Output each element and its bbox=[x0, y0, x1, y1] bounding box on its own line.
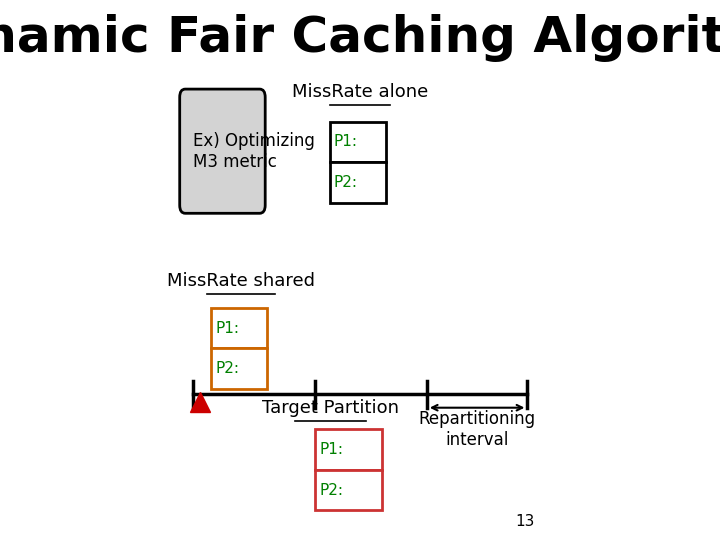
Text: Repartitioning
interval: Repartitioning interval bbox=[418, 410, 536, 449]
Text: MissRate shared: MissRate shared bbox=[167, 272, 315, 290]
Bar bbox=[330, 122, 386, 162]
Text: P2:: P2: bbox=[319, 483, 343, 497]
Bar bbox=[211, 348, 267, 389]
Text: P1:: P1: bbox=[319, 442, 343, 457]
Text: MissRate alone: MissRate alone bbox=[292, 83, 428, 101]
Text: Dynamic Fair Caching Algorithm: Dynamic Fair Caching Algorithm bbox=[0, 14, 720, 62]
Text: P2:: P2: bbox=[334, 175, 358, 190]
Bar bbox=[211, 308, 267, 348]
FancyBboxPatch shape bbox=[180, 89, 265, 213]
Bar bbox=[315, 470, 382, 510]
Text: P2:: P2: bbox=[215, 361, 239, 376]
Text: P1:: P1: bbox=[215, 321, 239, 335]
Text: Target Partition: Target Partition bbox=[262, 399, 399, 417]
Bar bbox=[330, 162, 386, 202]
Text: Ex) Optimizing
M3 metric: Ex) Optimizing M3 metric bbox=[193, 132, 315, 171]
Bar bbox=[315, 429, 382, 470]
Text: P1:: P1: bbox=[334, 134, 358, 149]
Text: 13: 13 bbox=[516, 514, 535, 529]
